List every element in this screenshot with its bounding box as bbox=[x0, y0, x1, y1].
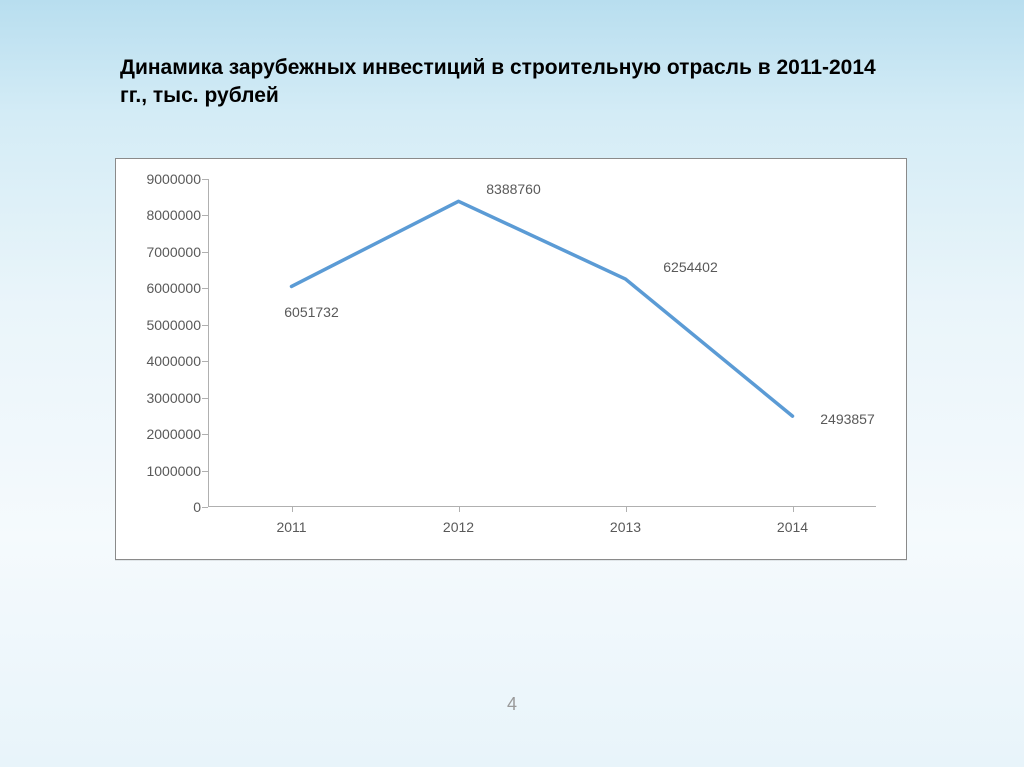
y-tick-label: 1000000 bbox=[126, 463, 201, 479]
y-tick-label: 3000000 bbox=[126, 390, 201, 406]
y-tick-label: 7000000 bbox=[126, 244, 201, 260]
y-tick-label: 0 bbox=[126, 499, 201, 515]
x-tick bbox=[626, 506, 627, 512]
x-tick bbox=[793, 506, 794, 512]
y-tick-label: 4000000 bbox=[126, 353, 201, 369]
y-tick-label: 5000000 bbox=[126, 317, 201, 333]
y-tick-label: 8000000 bbox=[126, 207, 201, 223]
slide-title: Динамика зарубежных инвестиций в строите… bbox=[120, 54, 880, 111]
y-tick bbox=[202, 507, 208, 508]
x-tick-label: 2014 bbox=[777, 519, 808, 535]
y-tick bbox=[202, 434, 208, 435]
y-tick-label: 9000000 bbox=[126, 171, 201, 187]
x-tick-label: 2012 bbox=[443, 519, 474, 535]
data-label: 8388760 bbox=[486, 181, 541, 197]
data-label: 6051732 bbox=[284, 304, 339, 320]
y-tick bbox=[202, 361, 208, 362]
x-tick bbox=[459, 506, 460, 512]
y-tick bbox=[202, 471, 208, 472]
y-tick bbox=[202, 398, 208, 399]
x-tick-label: 2013 bbox=[610, 519, 641, 535]
y-tick bbox=[202, 288, 208, 289]
y-tick bbox=[202, 179, 208, 180]
y-tick-label: 2000000 bbox=[126, 426, 201, 442]
data-label: 6254402 bbox=[663, 259, 718, 275]
line-series bbox=[116, 159, 906, 559]
chart-container: 0 1000000 2000000 3000000 4000000 5000000 6000… bbox=[115, 158, 907, 560]
x-tick bbox=[292, 506, 293, 512]
y-tick bbox=[202, 325, 208, 326]
data-label: 2493857 bbox=[820, 411, 875, 427]
y-tick-label: 6000000 bbox=[126, 280, 201, 296]
y-tick bbox=[202, 252, 208, 253]
slide-number: 4 bbox=[0, 694, 1024, 715]
x-tick-label: 2011 bbox=[276, 519, 306, 535]
y-tick bbox=[202, 215, 208, 216]
